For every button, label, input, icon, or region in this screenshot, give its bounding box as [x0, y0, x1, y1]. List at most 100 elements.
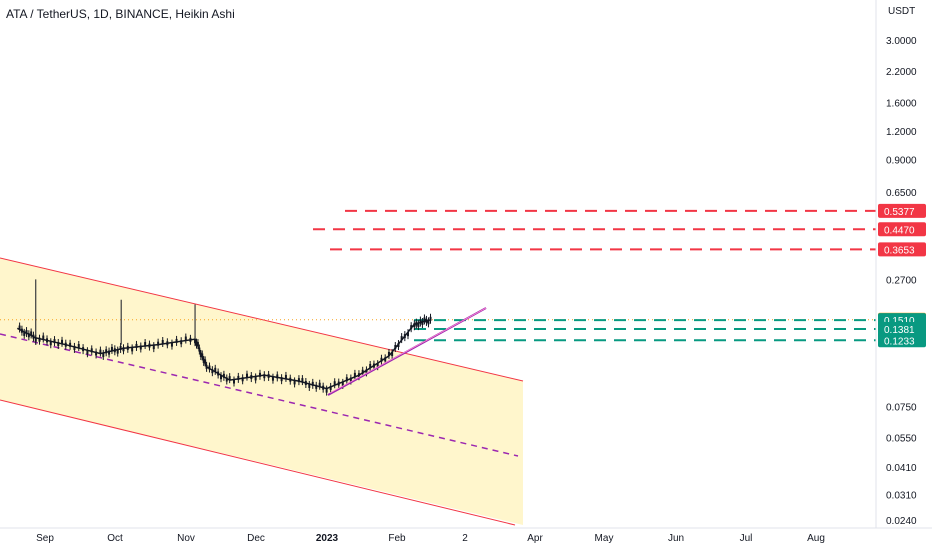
candle-body: [263, 374, 266, 379]
candle-body: [311, 381, 314, 386]
candle-body: [108, 350, 111, 355]
candle-body: [232, 379, 235, 384]
y-tick-label: 0.0310: [886, 491, 917, 502]
candle-body: [90, 348, 93, 353]
candle-body: [27, 333, 30, 338]
x-tick-label: Jul: [740, 533, 753, 544]
y-tick-label: 0.0410: [886, 463, 917, 474]
candle-body: [199, 353, 202, 358]
candle-body: [135, 343, 138, 348]
candle-body: [211, 369, 214, 374]
candle-body: [105, 349, 108, 354]
candle-body: [361, 369, 364, 374]
y-tick-label: 0.9000: [886, 156, 917, 167]
resistance-tag-bg: [878, 242, 926, 257]
y-tick-label: 1.6000: [886, 98, 917, 109]
y-tick-label: 3.0000: [886, 36, 917, 47]
candle-body: [144, 342, 147, 347]
support-tag-bg: [878, 333, 926, 348]
y-tick-label: 0.6500: [886, 188, 917, 199]
y-tick-label: 0.0550: [886, 434, 917, 445]
support-tag-bg: [878, 322, 926, 337]
resistance-tag-text: 0.5377: [884, 207, 915, 218]
support-tag-text: 0.1381: [884, 325, 915, 336]
candle-body: [204, 359, 207, 364]
candle-body: [400, 336, 403, 341]
candle-body: [333, 381, 336, 386]
candle-body: [241, 377, 244, 382]
candle-body: [73, 345, 76, 350]
candle-body: [315, 384, 318, 389]
candle-body: [139, 345, 142, 350]
candle-body: [18, 325, 21, 330]
candle-body: [406, 332, 409, 337]
candle-body: [376, 363, 379, 368]
x-tick-label: Oct: [107, 533, 123, 544]
candle-body: [184, 336, 187, 341]
candle-body: [86, 350, 89, 355]
candle-body: [225, 377, 228, 382]
candle-body: [329, 385, 332, 390]
currency-label: USDT: [888, 6, 916, 17]
candle-body: [57, 341, 60, 346]
candle-body: [345, 377, 348, 382]
candle-body: [196, 342, 199, 347]
candle-body: [222, 373, 225, 378]
candle-body: [53, 339, 56, 344]
candle-body: [369, 363, 372, 368]
candle-body: [214, 367, 217, 372]
x-tick-label: May: [595, 533, 614, 544]
resistance-tag-text: 0.4470: [884, 225, 915, 236]
x-tick-label: Feb: [388, 533, 406, 544]
candle-body: [208, 365, 211, 370]
y-tick-label: 0.2700: [886, 275, 917, 286]
candle-body: [349, 377, 352, 382]
x-tick-label: 2: [462, 533, 468, 544]
candle-body: [170, 342, 173, 347]
channel-upper-line: [0, 257, 524, 382]
candle-body: [365, 369, 368, 374]
candle-body: [99, 349, 102, 354]
candle-body: [284, 374, 287, 379]
candle-body: [122, 347, 125, 352]
candle-body: [387, 351, 390, 356]
resistance-tag-bg: [878, 203, 926, 218]
candle-body: [280, 377, 283, 382]
channel-fill: [0, 258, 523, 525]
candle-body: [276, 374, 279, 379]
candle-body: [423, 317, 426, 322]
candle-body: [110, 346, 113, 351]
candle-body: [293, 380, 296, 385]
x-tick-label: 2023: [316, 533, 339, 544]
candle-body: [427, 320, 430, 325]
candle-body: [258, 372, 261, 377]
candle-body: [341, 381, 344, 386]
candle-body: [77, 344, 80, 349]
chart-title: ATA / TetherUS, 1D, BINANCE, Heikin Ashi: [6, 7, 235, 21]
candle-body: [30, 331, 33, 336]
candle-body: [318, 382, 321, 387]
support-tag-text: 0.1510: [884, 316, 915, 327]
candle-body: [131, 347, 134, 352]
channel-lower-line: [0, 399, 516, 526]
candle-body: [380, 357, 383, 362]
x-tick-label: Nov: [177, 533, 195, 544]
y-tick-label: 2.2000: [886, 67, 917, 78]
candle-body: [419, 319, 422, 324]
candle-body: [42, 335, 45, 340]
channel-midline: [0, 333, 519, 457]
candle-body: [180, 340, 183, 345]
candle-body: [116, 349, 119, 354]
resistance-tag-text: 0.3653: [884, 245, 915, 256]
y-tick-label: 0.0240: [886, 516, 917, 527]
x-tick-label: Jun: [668, 533, 684, 544]
candle-body: [23, 331, 26, 336]
candle-body: [69, 342, 72, 347]
candle-body: [220, 375, 223, 380]
candle-body: [353, 372, 356, 377]
candle-body: [25, 330, 28, 335]
candle-body: [175, 338, 178, 343]
candle-body: [421, 321, 424, 326]
